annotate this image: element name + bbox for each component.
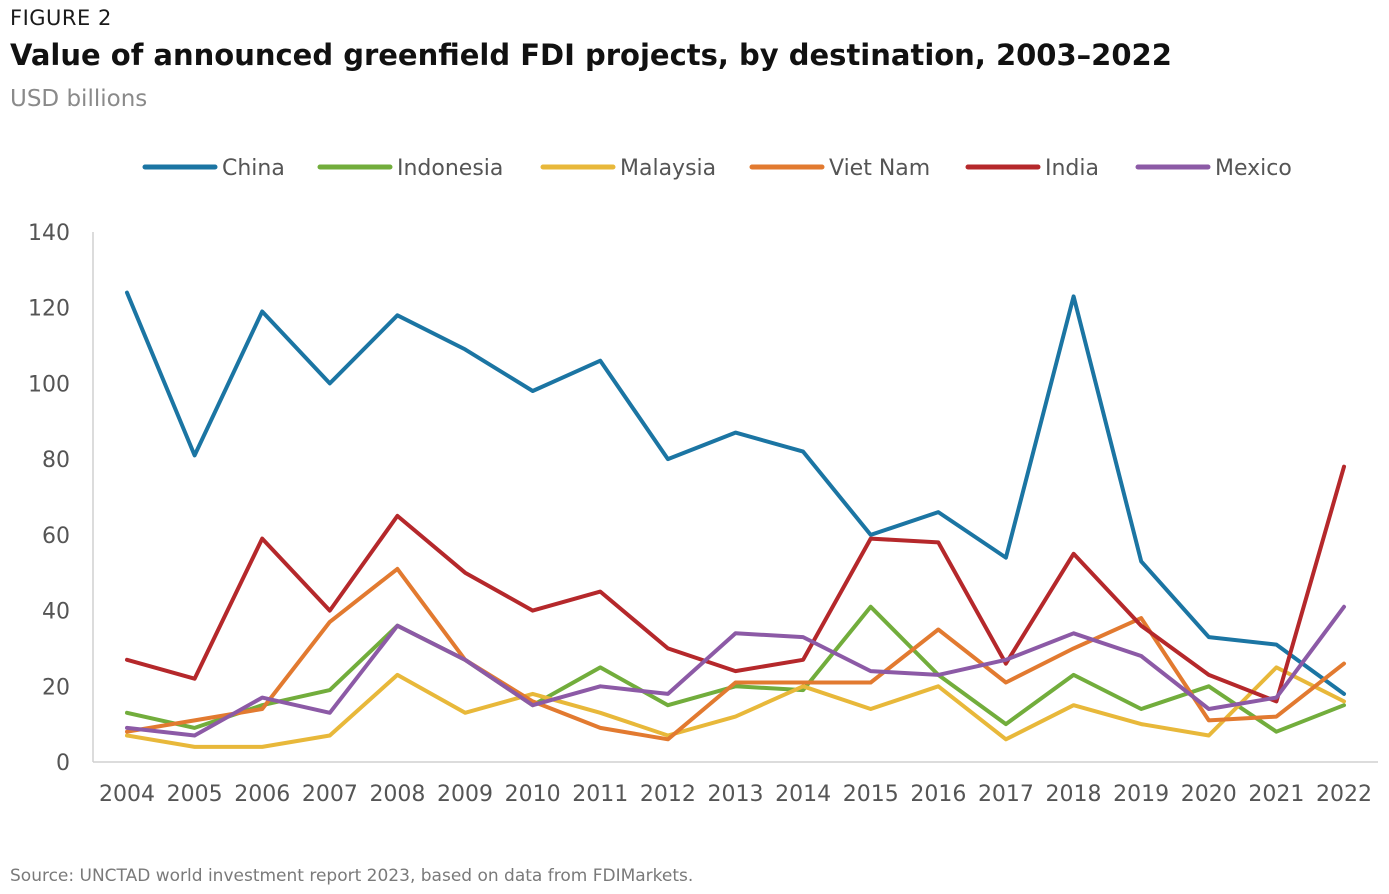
x-tick-label: 2022: [1316, 782, 1372, 807]
line-chart: China Indonesia Malaysia Viet Nam India Mexic…: [28, 156, 1378, 807]
legend-label-india: India: [1045, 156, 1099, 181]
y-tick-label: 80: [42, 448, 70, 473]
chart-axes: 0 20 40 60 80 100 120 140 2004 2005 2006 2007 2008 20…: [28, 221, 1378, 807]
x-tick-label: 2013: [708, 782, 764, 807]
y-tick-label: 120: [28, 297, 70, 322]
x-tick-label: 2010: [505, 782, 561, 807]
x-tick-label: 2006: [234, 782, 290, 807]
chart-subtitle: USD billions: [10, 86, 148, 112]
x-tick-label: 2020: [1181, 782, 1237, 807]
series-line-mexico: [125, 604, 1346, 738]
x-tick-label: 2009: [437, 782, 493, 807]
x-tick-label: 2017: [978, 782, 1034, 807]
x-tick-label: 2015: [843, 782, 899, 807]
source-note: Source: UNCTAD world investment report 2…: [10, 866, 694, 886]
y-tick-label: 20: [42, 675, 70, 700]
x-tick-label: 2018: [1046, 782, 1102, 807]
series-line-india: [125, 464, 1346, 704]
x-tick-label: 2012: [640, 782, 696, 807]
x-tick-label: 2004: [99, 782, 155, 807]
y-tick-label: 100: [28, 372, 70, 397]
series-line-viet-nam: [125, 566, 1346, 742]
x-tick-label: 2016: [910, 782, 966, 807]
y-tick-label: 140: [28, 221, 70, 246]
chart-series-lines: [125, 290, 1346, 749]
x-tick-label: 2014: [775, 782, 831, 807]
series-line-china: [125, 290, 1346, 696]
figure-label: FIGURE 2: [10, 6, 112, 30]
y-tick-label: 40: [42, 600, 70, 625]
legend-label-mexico: Mexico: [1215, 156, 1292, 181]
x-tick-label: 2008: [369, 782, 425, 807]
chart-legend: China Indonesia Malaysia Viet Nam India Mexic…: [142, 156, 1292, 181]
legend-label-malaysia: Malaysia: [620, 156, 716, 181]
legend-label-viet-nam: Viet Nam: [829, 156, 930, 181]
x-tick-label: 2019: [1113, 782, 1169, 807]
y-tick-label: 60: [42, 524, 70, 549]
series-line-indonesia: [125, 604, 1346, 734]
legend-label-china: China: [222, 156, 285, 181]
legend-label-indonesia: Indonesia: [397, 156, 503, 181]
x-tick-label: 2007: [302, 782, 358, 807]
x-tick-label: 2021: [1248, 782, 1304, 807]
series-line-malaysia: [125, 665, 1346, 749]
x-tick-label: 2005: [167, 782, 223, 807]
chart-title: Value of announced greenfield FDI projec…: [10, 38, 1172, 72]
x-tick-label: 2011: [572, 782, 628, 807]
y-tick-label: 0: [56, 751, 70, 776]
